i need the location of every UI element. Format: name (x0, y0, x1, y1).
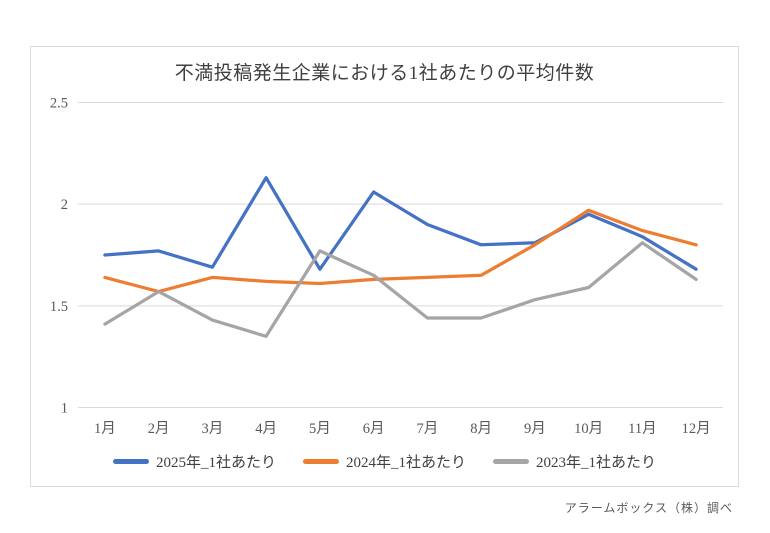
x-axis-tick-label: 5月 (309, 421, 331, 437)
x-axis-tick-label: 1月 (94, 421, 116, 437)
legend: 2025年_1社あたり 2024年_1社あたり 2023年_1社あたり (31, 451, 738, 472)
legend-item: 2023年_1社あたり (493, 451, 656, 472)
series-line-2025年_1社あたり (103, 176, 698, 271)
chart-container: 不満投稿発生企業における1社あたりの平均件数 2.5 2 1.5 1 1月 2月 3月 4月 5… (30, 46, 739, 487)
x-axis-tick-label: 3月 (202, 421, 224, 437)
x-axis-tick-label: 11月 (628, 421, 656, 437)
y-axis-tick-label: 2 (61, 197, 68, 213)
y-axis-tick-label: 1.5 (50, 299, 68, 315)
x-axis-tick-label: 2月 (148, 421, 170, 437)
legend-label: 2025年_1社あたり (155, 455, 276, 471)
y-axis-tick-label: 1 (61, 401, 68, 417)
x-axis-tick-label: 12月 (682, 421, 711, 437)
y-axis-tick-label: 2.5 (50, 96, 68, 112)
series-line-2023年_1社あたり (103, 241, 698, 338)
x-axis-tick-label: 10月 (574, 421, 603, 437)
legend-line-swatch (493, 459, 529, 464)
legend-label: 2024年_1社あたり (345, 455, 466, 471)
x-axis-tick-label: 8月 (470, 421, 492, 437)
legend-item: 2024年_1社あたり (302, 451, 466, 472)
x-axis-tick-label: 6月 (363, 421, 385, 437)
series-line-2024年_1社あたり (103, 208, 698, 294)
x-axis-tick-label: 9月 (524, 421, 546, 437)
chart-title: 不満投稿発生企業における1社あたりの平均件数 (174, 63, 595, 84)
legend-line-swatch (112, 459, 149, 464)
legend-label: 2023年_1社あたり (536, 455, 657, 471)
source-note: アラームボックス（株）調べ (564, 501, 733, 515)
x-axis-tick-label: 7月 (417, 421, 439, 437)
legend-item: 2025年_1社あたり (112, 451, 276, 472)
x-axis-tick-label: 4月 (255, 421, 277, 437)
legend-line-swatch (302, 459, 339, 464)
